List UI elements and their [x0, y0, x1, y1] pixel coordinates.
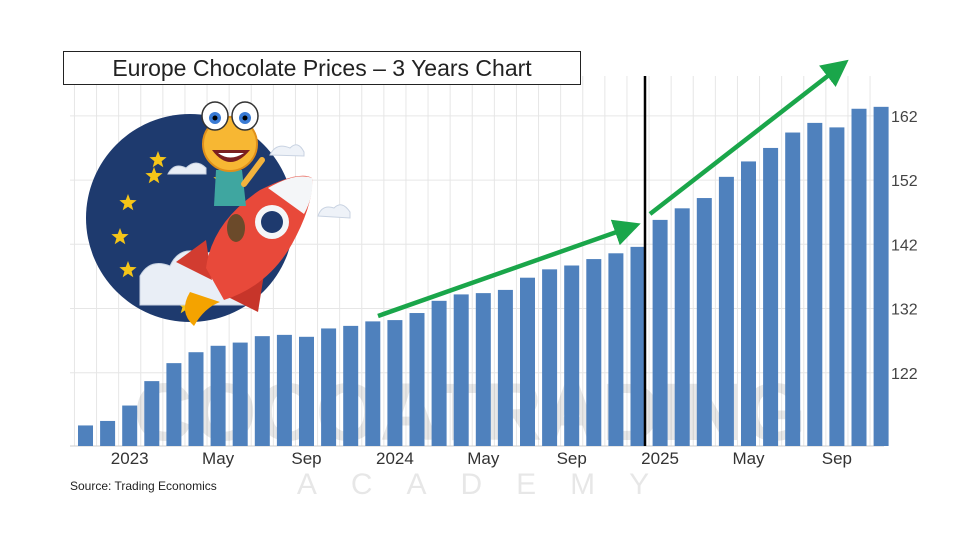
star-icon: [145, 167, 163, 184]
mascot-illustration: [86, 101, 351, 326]
bar: [299, 336, 314, 446]
bar: [718, 176, 734, 446]
bar: [564, 265, 580, 446]
trend-arrow-2024: [377, 219, 641, 319]
bar: [343, 325, 359, 446]
y-tick-label: 152: [891, 173, 918, 190]
y-tick-label: 122: [891, 366, 918, 383]
bar: [586, 259, 602, 446]
x-axis-labels: 2023 May Sep 2024 May Sep 2025 May Sep: [111, 449, 852, 468]
bar: [652, 219, 668, 446]
bar: [232, 342, 248, 446]
bar: [696, 198, 712, 446]
bar: [542, 269, 558, 446]
y-tick-label: 132: [891, 302, 918, 319]
bar: [122, 405, 138, 446]
bar: [365, 321, 381, 446]
star-icon: [111, 228, 129, 245]
bar: [851, 108, 867, 447]
y-axis-labels: 122 132 142 152 162: [891, 109, 918, 383]
y-tick-label: 162: [891, 109, 918, 126]
bar: [785, 132, 801, 446]
bar: [144, 381, 160, 446]
star-icon: [149, 151, 167, 168]
x-tick-label: May: [202, 449, 235, 468]
x-tick-label: May: [467, 449, 500, 468]
bar: [409, 313, 425, 446]
trend-arrow-2025: [648, 59, 849, 216]
x-tick-label: May: [732, 449, 765, 468]
x-tick-label: Sep: [291, 449, 321, 468]
rocket-icon: [176, 175, 313, 326]
bar-series: [78, 106, 889, 447]
watermark-line2: ACADEMY: [297, 468, 683, 501]
bar: [520, 277, 535, 446]
x-tick-label: 2024: [376, 449, 414, 468]
bar: [475, 293, 491, 446]
bar: [763, 147, 779, 446]
bar: [166, 363, 182, 446]
bar: [188, 352, 204, 446]
star-icon: [119, 194, 137, 211]
x-tick-label: Sep: [557, 449, 587, 468]
bar: [453, 294, 469, 446]
bar: [210, 345, 226, 446]
bar: [276, 334, 292, 446]
source-note: Source: Trading Economics: [70, 479, 217, 493]
bar: [497, 289, 513, 446]
emoji-face-icon: [201, 101, 265, 242]
bar: [431, 300, 447, 446]
bar: [387, 320, 403, 446]
y-tick-label: 142: [891, 237, 918, 254]
bar: [321, 328, 337, 446]
bar: [630, 246, 646, 446]
bar: [254, 336, 270, 446]
bar: [78, 425, 93, 446]
x-tick-label: 2023: [111, 449, 149, 468]
bar: [674, 208, 690, 446]
chart-title: Europe Chocolate Prices – 3 Years Chart: [63, 51, 581, 85]
bar: [807, 122, 823, 446]
bar: [741, 161, 756, 446]
bar: [873, 106, 889, 446]
star-icon: [119, 261, 137, 278]
x-tick-label: 2025: [641, 449, 679, 468]
bar: [829, 127, 845, 446]
bar: [100, 420, 116, 446]
x-tick-label: Sep: [822, 449, 852, 468]
bar: [608, 253, 624, 446]
